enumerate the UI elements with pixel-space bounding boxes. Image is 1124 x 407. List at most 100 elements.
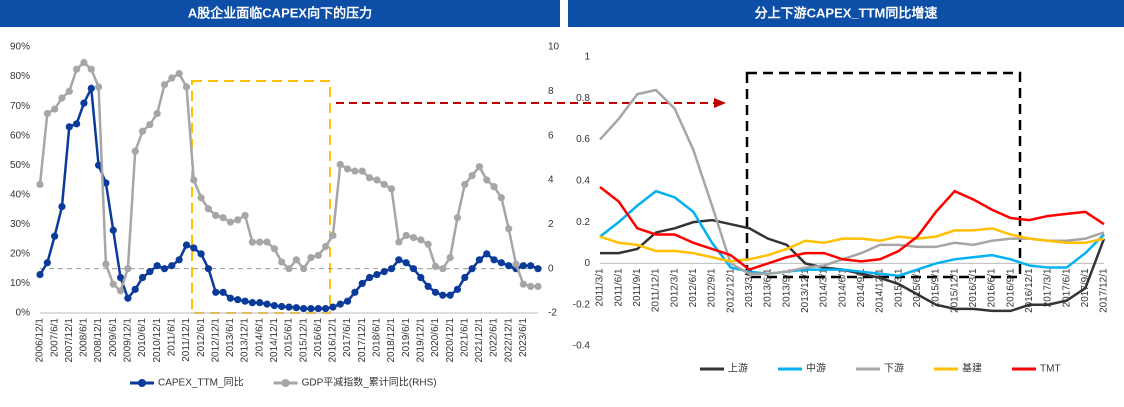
x-tick-label: 2007/6/1 — [49, 318, 60, 357]
y2-tick-label: 4 — [548, 175, 554, 186]
point — [329, 231, 337, 240]
point — [336, 300, 344, 308]
point — [43, 259, 51, 267]
point — [80, 99, 88, 107]
point — [234, 216, 242, 224]
point — [94, 161, 103, 169]
x-tick-label: 2018/6/1 — [372, 318, 383, 357]
point — [527, 262, 535, 270]
y-tick-label: 60% — [10, 130, 30, 141]
y-tick-label: 0.2 — [576, 217, 590, 228]
x-tick-label: 2015/12/1 — [298, 318, 309, 363]
point — [519, 280, 527, 288]
point — [439, 265, 447, 273]
x-tick-label: 2014/6/1 — [837, 268, 848, 307]
point — [431, 288, 440, 296]
point — [226, 218, 235, 226]
x-tick-label: 2019/6/1 — [401, 318, 412, 357]
point — [124, 294, 132, 302]
point — [219, 288, 227, 296]
point — [285, 303, 293, 311]
point — [94, 83, 103, 91]
point — [248, 238, 256, 246]
point — [527, 282, 535, 290]
point — [380, 268, 388, 276]
y-tick-label: 50% — [10, 160, 30, 171]
point — [102, 179, 110, 187]
point — [87, 65, 95, 73]
point — [490, 183, 498, 191]
x-tick-label: 2016/6/1 — [987, 268, 998, 307]
point — [453, 285, 462, 293]
x-tick-label: 2016/6/1 — [313, 318, 324, 357]
point — [358, 279, 366, 288]
point — [51, 105, 59, 113]
point — [519, 262, 527, 270]
point — [402, 231, 410, 240]
x-tick-label: 2016/9/1 — [1005, 268, 1016, 307]
chart-title: A股企业面临CAPEX向下的压力 — [188, 5, 372, 20]
x-tick-label: 2018/12/1 — [386, 318, 397, 363]
point — [343, 165, 352, 173]
point — [36, 270, 44, 279]
point — [102, 260, 110, 268]
point — [212, 288, 220, 296]
x-tick-label: 2009/6/1 — [108, 318, 119, 357]
point — [168, 262, 176, 270]
x-tick-label: 2011/6/1 — [166, 318, 177, 357]
point — [197, 250, 205, 258]
point — [387, 265, 396, 273]
point — [234, 296, 242, 304]
point — [65, 87, 73, 95]
point — [58, 203, 66, 211]
point — [314, 304, 322, 313]
x-tick-label: 2007/12/1 — [64, 318, 75, 363]
point — [439, 291, 447, 299]
point — [373, 270, 381, 279]
point — [175, 256, 183, 264]
x-tick-label: 2011/12/1 — [651, 268, 662, 312]
y-tick-label: -0.2 — [573, 299, 591, 310]
point — [109, 226, 117, 234]
point — [417, 236, 425, 244]
point — [80, 58, 88, 67]
point — [263, 238, 271, 246]
point — [175, 70, 183, 78]
x-tick-label: 2014/9/1 — [856, 268, 867, 307]
x-tick-label: 2006/12/1 — [35, 318, 46, 363]
point — [212, 211, 220, 220]
y2-tick-label: 10 — [548, 42, 560, 53]
x-tick-label: 2010/12/1 — [152, 318, 163, 363]
legend-label: CAPEX_TTM_同比 — [158, 377, 244, 389]
x-tick-label: 2017/6/1 — [342, 318, 353, 357]
y-tick-label: 0.4 — [576, 175, 590, 186]
point — [73, 120, 81, 128]
point — [131, 147, 139, 155]
point — [373, 176, 381, 184]
x-tick-label: 2012/12/1 — [210, 318, 221, 363]
point — [534, 265, 542, 273]
point — [468, 171, 476, 180]
point — [278, 258, 286, 266]
chart-title: 分上下游CAPEX_TTM同比增速 — [755, 5, 938, 20]
x-tick-label: 2012/6/1 — [688, 268, 699, 307]
x-tick-label: 2015/3/1 — [893, 268, 904, 307]
point — [160, 81, 169, 89]
x-tick-label: 2011/12/1 — [181, 318, 192, 362]
y-tick-label: -0.4 — [573, 341, 591, 352]
point — [51, 232, 59, 240]
x-tick-label: 2014/12/1 — [875, 268, 886, 313]
x-tick-label: 2008/12/1 — [93, 318, 104, 363]
x-tick-label: 2015/6/1 — [912, 268, 923, 307]
legend-swatch — [281, 379, 290, 387]
title-banner — [0, 0, 560, 27]
point — [461, 180, 469, 189]
point — [314, 251, 322, 259]
x-tick-label: 2023/6/1 — [518, 318, 529, 357]
point — [409, 234, 418, 242]
y-tick-label: 0 — [584, 258, 590, 269]
y2-tick-label: 0 — [548, 263, 554, 274]
x-tick-label: 2008/6/1 — [79, 318, 90, 357]
point — [322, 242, 330, 251]
point — [483, 176, 491, 184]
